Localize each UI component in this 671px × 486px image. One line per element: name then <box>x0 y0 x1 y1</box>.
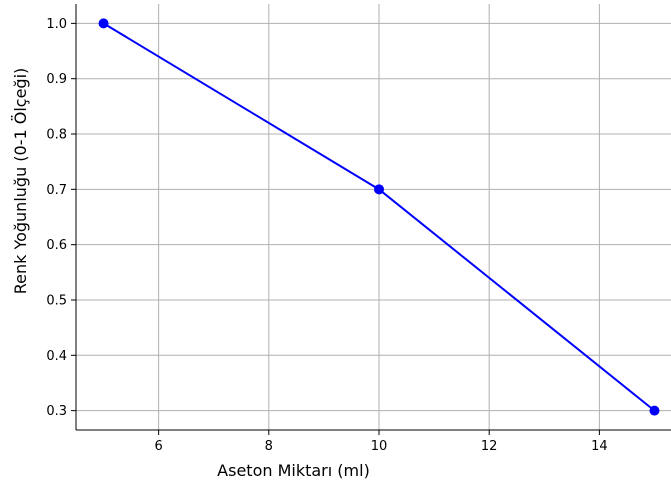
data-series <box>98 18 660 416</box>
y-tick-label-7: 1.0 <box>46 17 67 32</box>
x-tick-label-0: 6 <box>154 439 162 454</box>
y-tick-label-3: 0.6 <box>46 238 67 253</box>
grid-lines <box>76 4 671 430</box>
y-tick-label-2: 0.5 <box>46 293 67 308</box>
x-tick-label-1: 8 <box>265 439 273 454</box>
y-tick-label-5: 0.8 <box>46 128 67 143</box>
data-point-0-2 <box>649 405 660 416</box>
x-tick-label-3: 12 <box>481 439 498 454</box>
y-axis-title: Renk Yoğunluğu (0-1 Ölçeği) <box>11 68 30 295</box>
x-axis-title: Aseton Miktarı (ml) <box>217 461 370 480</box>
x-tick-label-2: 10 <box>371 439 388 454</box>
y-tick-label-1: 0.4 <box>46 349 67 364</box>
axis-ticks: 6 8 10 12 14 0.3 0.4 0.5 0.6 0.7 0.8 0.9 1.0 <box>46 17 607 454</box>
y-tick-label-0: 0.3 <box>46 404 67 419</box>
x-tick-label-4: 14 <box>591 439 608 454</box>
plot-frame <box>75 4 671 431</box>
y-tick-label-4: 0.7 <box>46 183 67 198</box>
data-point-0-1 <box>374 184 385 195</box>
y-tick-label-6: 0.9 <box>46 72 67 87</box>
data-point-0-0 <box>98 18 109 29</box>
